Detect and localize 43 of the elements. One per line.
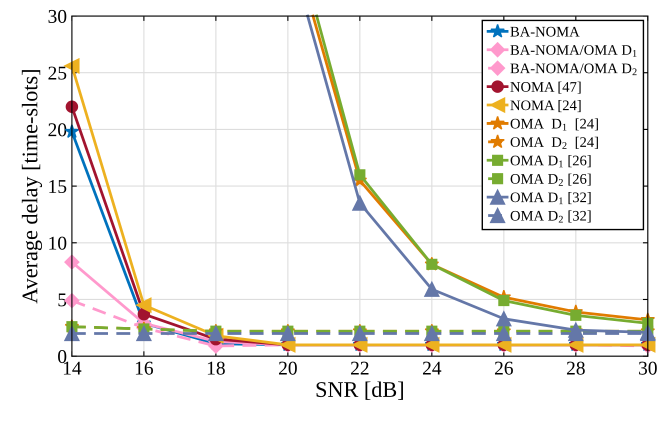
point	[496, 311, 512, 326]
point	[64, 254, 80, 270]
legend-label: OMA D$_{2}$ [26]	[510, 174, 591, 186]
x-tick-label: 28	[566, 362, 585, 375]
x-tick-label: 18	[208, 362, 225, 375]
x-tick-label: 26	[494, 362, 513, 375]
x-axis-title: SNR [dB]	[316, 381, 403, 400]
y-tick-label: 10	[49, 236, 66, 250]
x-tick-label: 14	[64, 362, 82, 375]
legend-label: OMA D$_{2}$ [24]	[510, 136, 598, 149]
point	[352, 326, 368, 342]
y-tick-label: 30	[48, 10, 66, 23]
legend-label: BA-NOMA	[510, 26, 580, 37]
legend-label: OMA D$_{1}$ [26]	[510, 155, 591, 168]
point	[424, 326, 440, 342]
legend-label: BA-NOMA/OMA D$_{1}$	[510, 45, 637, 57]
y-tick-label: 15	[49, 180, 66, 194]
y-tick-label: 20	[48, 123, 66, 136]
x-tick-label: 22	[350, 362, 369, 375]
legend-label: BA-NOMA/OMA D$_{2}$	[510, 64, 637, 76]
point	[424, 282, 440, 297]
point	[136, 298, 152, 313]
y-tick-label: 0	[58, 350, 66, 364]
x-tick-label: 30	[639, 362, 657, 375]
point	[136, 326, 152, 342]
legend-label: NOMA [24]	[510, 100, 581, 112]
y-tick-label: 25	[48, 66, 66, 80]
x-tick-label: 16	[136, 362, 154, 375]
point	[570, 310, 582, 321]
point	[280, 326, 296, 342]
x-tick-label: 24	[422, 362, 442, 375]
point	[352, 195, 368, 211]
legend-label: OMA D$_{1}$ [24]	[510, 118, 598, 130]
legend-label: OMA D$_{2}$ [32]	[510, 210, 591, 223]
point	[496, 326, 512, 342]
y-axis-title: Average delay [time-slots]	[22, 70, 42, 304]
point	[354, 169, 366, 180]
point	[66, 100, 78, 113]
point	[498, 295, 510, 306]
point	[138, 308, 150, 320]
x-tick-label: 20	[279, 362, 297, 375]
legend-label: NOMA [47]	[510, 82, 581, 94]
legend-label: OMA D$_{1}$ [32]	[510, 192, 591, 204]
